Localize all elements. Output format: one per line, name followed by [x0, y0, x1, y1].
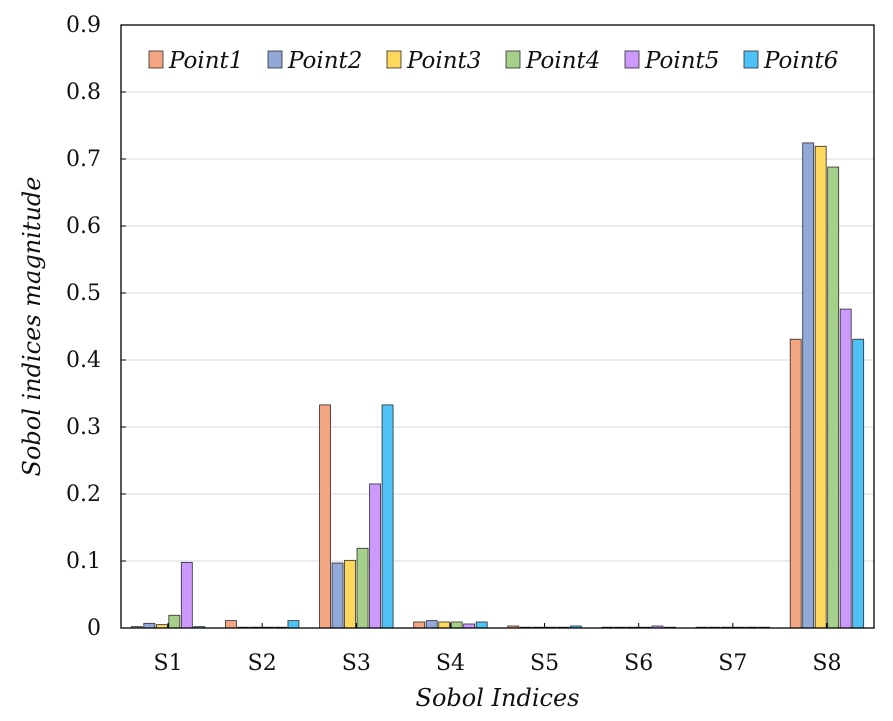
x-tick-label-s8: S8 — [812, 651, 841, 676]
bar-point6-s8 — [852, 338, 865, 629]
y-axis-ticks: 0 0.1 0.2 0.3 0.4 0.5 0.6 0.7 0.8 0.9 — [66, 13, 126, 641]
legend-label-point6: Point6 — [763, 48, 838, 74]
y-tick-label: 0.5 — [66, 281, 101, 306]
bar-point6-s4 — [475, 621, 488, 629]
legend-swatch-point3 — [386, 50, 402, 69]
bar-point1-s8 — [789, 338, 802, 629]
y-tick-label: 0.3 — [66, 415, 101, 440]
x-tick-label-s2: S2 — [248, 651, 277, 676]
legend: Point1 Point2 Point3 Point4 Point5 Point6 — [148, 48, 838, 74]
bar-point4-s3 — [356, 547, 369, 629]
bar-point2-s4 — [425, 620, 438, 629]
x-tick-label-s5: S5 — [530, 651, 559, 676]
y-tick-label: 0.8 — [66, 80, 101, 105]
grid-lines — [121, 91, 874, 562]
bar-point4-s1 — [168, 614, 181, 629]
x-tick-label-s7: S7 — [718, 651, 747, 676]
x-axis-title: Sobol Indices — [416, 684, 580, 712]
bar-point2-s8 — [802, 142, 815, 629]
bar-point3-s3 — [344, 559, 356, 629]
bar-point1-s2 — [225, 620, 237, 629]
x-tick-label-s4: S4 — [436, 651, 465, 676]
y-tick-label: 0.7 — [66, 147, 101, 172]
legend-swatch-point2 — [267, 50, 283, 69]
x-tick-label-s1: S1 — [154, 651, 183, 676]
bar-point5-s3 — [369, 483, 381, 629]
legend-label-point3: Point3 — [406, 48, 481, 74]
bar-point2-s3 — [331, 562, 344, 629]
bar-point1-s3 — [319, 404, 331, 629]
bar-point2-s1 — [143, 622, 156, 629]
y-tick-label: 0.4 — [66, 348, 101, 373]
x-tick-label-s6: S6 — [624, 651, 653, 676]
y-tick-label: 0 — [87, 616, 101, 641]
bar-point6-s2 — [287, 620, 300, 629]
plot-frame — [120, 24, 875, 629]
bar-point4-s8 — [827, 166, 840, 629]
bar-point3-s4 — [438, 621, 451, 629]
y-tick-label: 0.2 — [66, 482, 101, 507]
bar-point1-s4 — [413, 621, 426, 629]
legend-swatch-point6 — [743, 50, 759, 69]
bar-group — [130, 142, 865, 629]
y-tick-label: 0.1 — [66, 549, 101, 574]
y-tick-label: 0.6 — [66, 214, 101, 239]
bar-point4-s4 — [450, 621, 463, 629]
legend-swatch-point4 — [505, 50, 521, 69]
legend-label-point4: Point4 — [525, 48, 600, 74]
legend-label-point1: Point1 — [168, 48, 243, 74]
x-axis-ticks: S1 S2 S3 S4 S5 S6 S7 S8 — [154, 623, 841, 676]
y-tick-label: 0.9 — [66, 13, 101, 38]
bar-point6-s3 — [381, 404, 394, 629]
bar-point5-s8 — [839, 308, 852, 629]
y-axis-title: Sobol indices magnitude — [18, 177, 46, 477]
legend-swatch-point5 — [624, 50, 640, 69]
legend-label-point2: Point2 — [287, 48, 362, 74]
legend-label-point5: Point5 — [644, 48, 719, 74]
bar-point5-s1 — [180, 561, 193, 629]
x-tick-label-s3: S3 — [342, 651, 371, 676]
bar-point3-s8 — [814, 145, 827, 629]
legend-swatch-point1 — [148, 50, 164, 69]
